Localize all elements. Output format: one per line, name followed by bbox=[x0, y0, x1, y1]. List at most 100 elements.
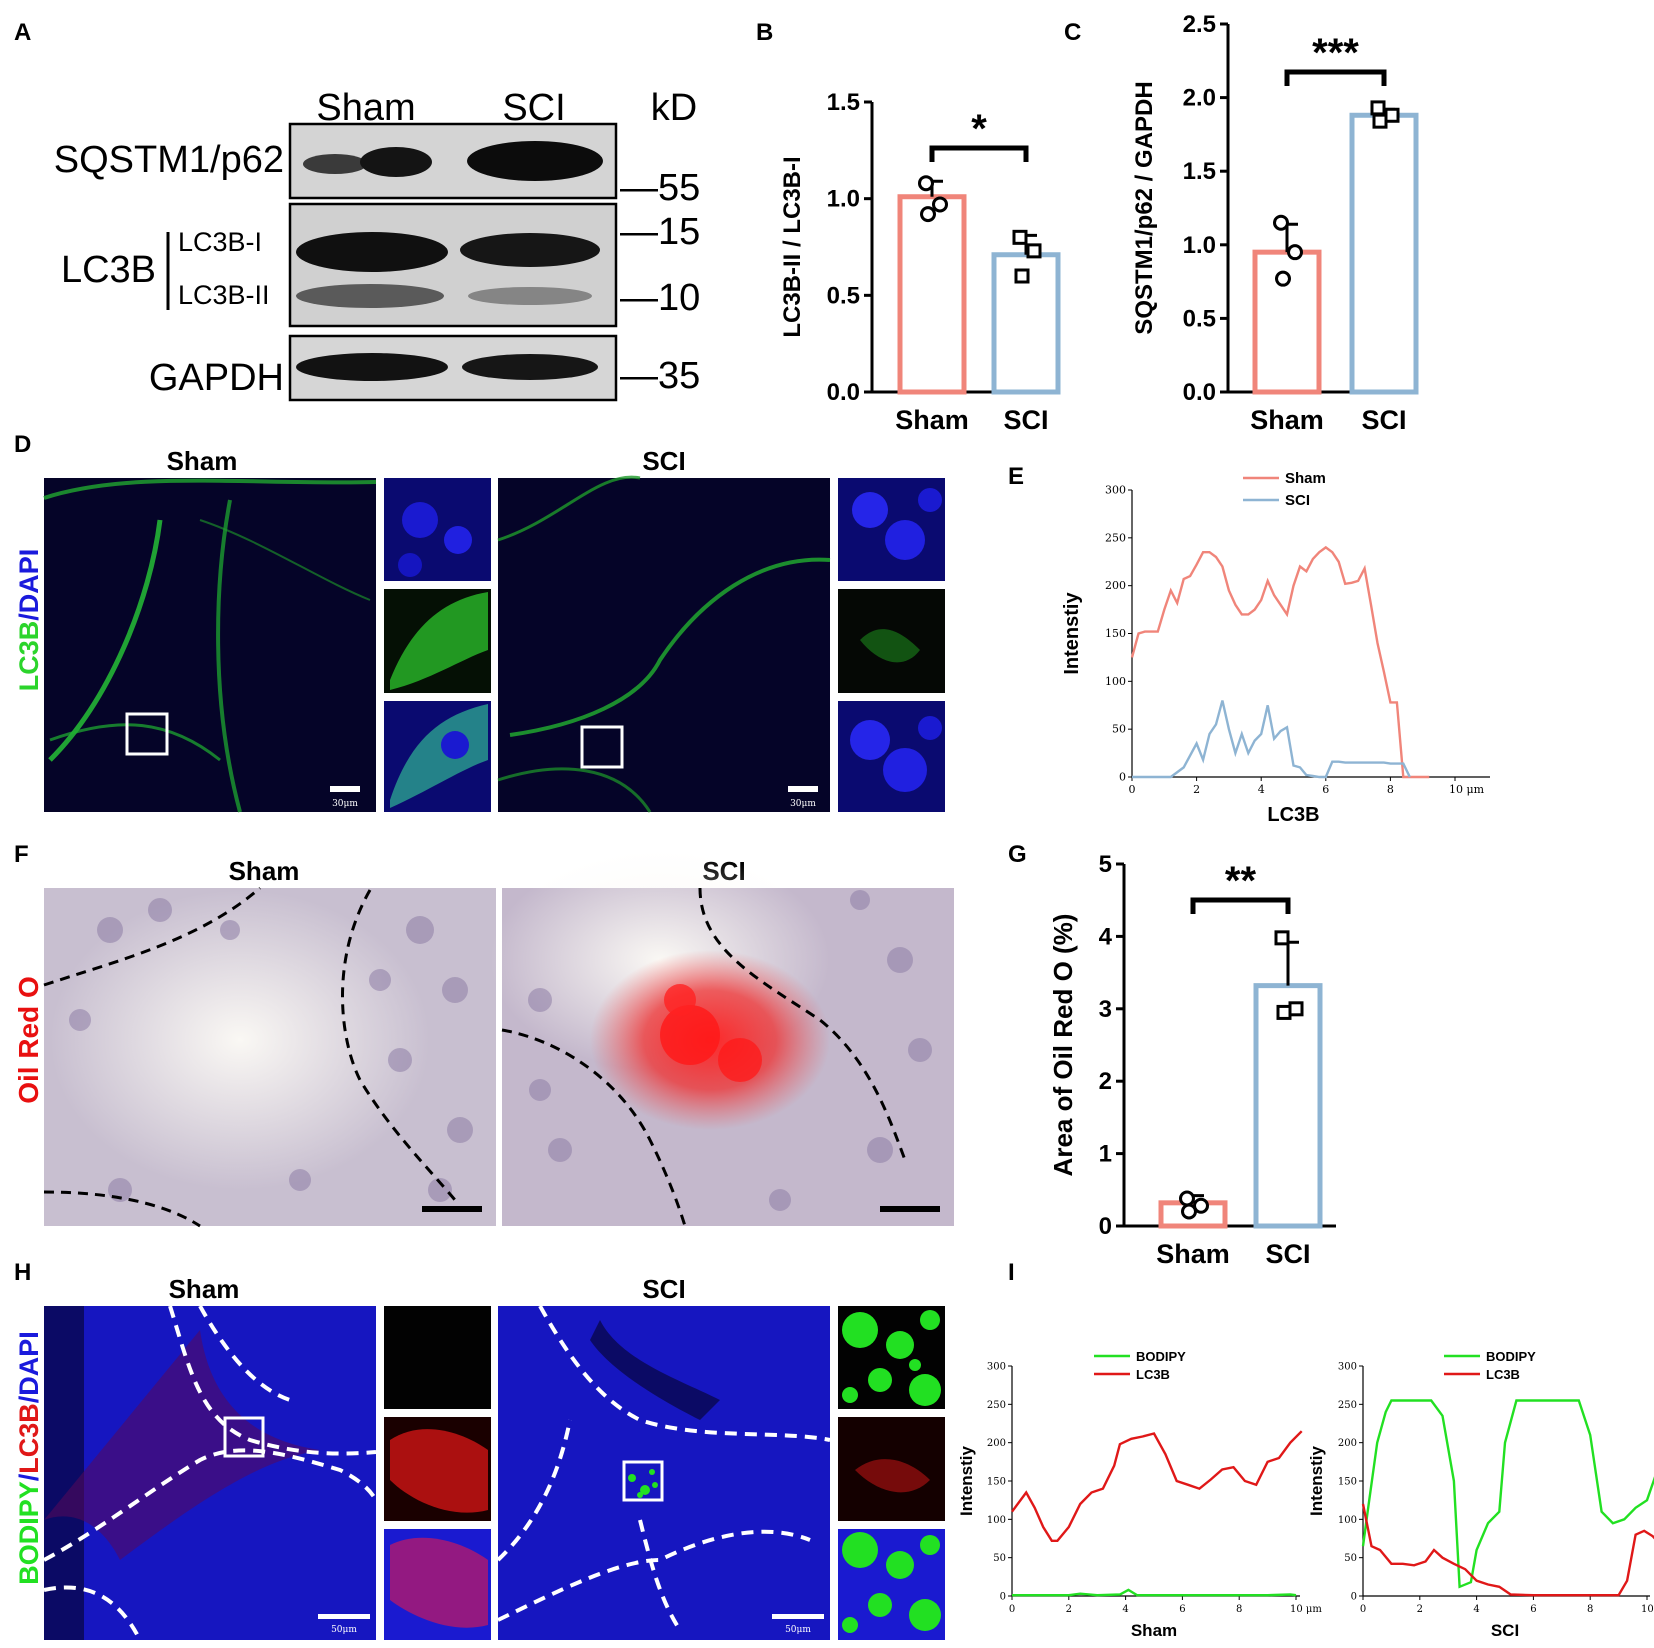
line-chart-e: 0 50 100 150 200 250 300 0 2 4 6 8 10 μm Sham SCI LC3B I… bbox=[1061, 470, 1490, 826]
y-axis-label: SQSTM1/p62 / GAPDH bbox=[1131, 81, 1158, 334]
y-tick-label: 100 bbox=[1105, 675, 1126, 688]
y-tick-label: 150 bbox=[1105, 627, 1126, 640]
y-tick-label: 50 bbox=[1344, 1553, 1357, 1564]
y-axis-label: Area of Oil Red O (%) bbox=[1048, 914, 1078, 1177]
y-tick-label: 1.0 bbox=[1183, 232, 1216, 259]
panel-f-images: Sham SCI Oil Red O bbox=[13, 850, 954, 1228]
data-point bbox=[1384, 107, 1400, 123]
y-tick-label: 250 bbox=[1338, 1400, 1357, 1411]
data-point bbox=[1274, 930, 1290, 946]
marker-55: —55 bbox=[620, 167, 700, 209]
y-tick-label: 0 bbox=[1000, 1592, 1006, 1603]
y-tick-label: 2 bbox=[1099, 1068, 1112, 1095]
panel-label-c: C bbox=[1064, 19, 1081, 46]
data-point bbox=[1181, 1203, 1197, 1220]
panel-labels: A B C D E F G H I bbox=[14, 19, 1081, 1286]
y-tick-label: 200 bbox=[987, 1438, 1006, 1449]
y-tick-label: 0.0 bbox=[1183, 379, 1216, 406]
band bbox=[462, 354, 598, 380]
scalebar-label: 50μm bbox=[331, 1625, 357, 1635]
x-tick-label: 2 bbox=[1066, 1604, 1072, 1615]
bar-sham bbox=[897, 194, 967, 395]
significance-stars: ** bbox=[1225, 859, 1257, 903]
panel-label-h: H bbox=[14, 1259, 31, 1286]
legend-label: BODIPY bbox=[1486, 1349, 1536, 1364]
x-tick-label: 4 bbox=[1122, 1604, 1128, 1615]
insets-d-sci bbox=[838, 478, 945, 812]
y-tick-label: 250 bbox=[1105, 531, 1126, 544]
data-point bbox=[1370, 100, 1386, 116]
stain-lc3b-text: LC3B bbox=[14, 1403, 44, 1474]
data-point bbox=[1275, 270, 1291, 287]
y-axis-label: Intenstiy bbox=[1307, 1446, 1326, 1516]
panel-label-e: E bbox=[1008, 463, 1024, 490]
blot-group-sci: SCI bbox=[502, 87, 565, 129]
blot-group-sham: Sham bbox=[316, 87, 415, 129]
data-point bbox=[1288, 1001, 1304, 1017]
significance-bracket bbox=[929, 145, 1029, 162]
panel-h-group-sci: SCI bbox=[642, 1274, 685, 1304]
y-tick-label: 0 bbox=[1099, 1213, 1112, 1240]
x-unit-label: 10 μm bbox=[1641, 1604, 1654, 1615]
stain-dapi-text: DAPI bbox=[14, 549, 44, 614]
panel-label-d: D bbox=[14, 431, 31, 458]
scalebar-label: 30μm bbox=[332, 799, 358, 809]
image-f-sci bbox=[490, 850, 954, 1227]
y-tick-label: 300 bbox=[987, 1362, 1006, 1373]
data-point bbox=[920, 206, 936, 223]
y-axis-label: LC3B-II / LC3B-I bbox=[779, 156, 806, 337]
line-chart-i-sham: 0 50 100 150 200 250 300 0 2 4 6 8 10 μm BODIPY LC3B Sh… bbox=[957, 1349, 1322, 1640]
scalebar-label: 50μm bbox=[785, 1625, 811, 1635]
x-axis-label: Sham bbox=[1131, 1621, 1177, 1640]
panel-label-b: B bbox=[756, 19, 773, 46]
series-line-lc3b bbox=[1361, 1503, 1654, 1597]
stain-sep: / bbox=[14, 1473, 44, 1481]
y-tick-label: 300 bbox=[1105, 484, 1126, 497]
band bbox=[296, 232, 448, 272]
marker-15: —15 bbox=[620, 211, 700, 253]
image-f-sham bbox=[43, 886, 496, 1228]
y-tick-label: 5 bbox=[1099, 851, 1112, 878]
series-line-sci bbox=[1132, 700, 1411, 779]
bar-sci bbox=[1349, 112, 1419, 395]
panel-h-group-sham: Sham bbox=[169, 1274, 240, 1304]
x-category-label: SCI bbox=[1265, 1239, 1310, 1269]
image-d-sci: 30μm bbox=[497, 475, 831, 813]
scalebar-label: 30μm bbox=[790, 799, 816, 809]
stain-bodipy-text: BODIPY bbox=[14, 1481, 44, 1585]
legend-label: LC3B bbox=[1136, 1367, 1170, 1382]
panel-f-stain-label: Oil Red O bbox=[13, 976, 44, 1104]
x-axis-label: SCI bbox=[1491, 1621, 1519, 1640]
y-tick-label: 300 bbox=[1338, 1362, 1357, 1373]
image-h-sham: 50μm bbox=[43, 1305, 378, 1641]
x-category-label: Sham bbox=[1156, 1239, 1230, 1269]
panel-d-group-sci: SCI bbox=[642, 446, 685, 476]
x-tick-label: 2 bbox=[1417, 1604, 1423, 1615]
significance-bracket bbox=[1284, 69, 1387, 86]
marker-10: —10 bbox=[620, 277, 700, 319]
series-line-lc3b bbox=[1011, 1430, 1303, 1543]
y-tick-label: 0.0 bbox=[827, 379, 860, 406]
x-tick-label: 6 bbox=[1179, 1604, 1185, 1615]
insets-h-sci bbox=[838, 1306, 945, 1640]
bar-chart-b: 0.0 0.5 1.0 1.5 Sham SCI * LC3B-II / LC3B-I bbox=[779, 89, 1061, 435]
y-tick-label: 50 bbox=[1112, 723, 1126, 736]
marker-35: —35 bbox=[620, 355, 700, 397]
panel-h-images: Sham SCI BODIPY/LC3B/DAPI 50μm bbox=[14, 1274, 945, 1641]
x-tick-label: 6 bbox=[1530, 1604, 1536, 1615]
x-unit-label: 10 μm bbox=[1290, 1604, 1322, 1615]
x-tick-label: 4 bbox=[1473, 1604, 1479, 1615]
data-point bbox=[932, 196, 948, 213]
x-tick-label: 6 bbox=[1322, 783, 1329, 796]
panel-label-f: F bbox=[14, 841, 29, 868]
y-tick-label: 1.0 bbox=[827, 186, 860, 213]
data-point bbox=[1372, 113, 1388, 129]
y-tick-label: 0 bbox=[1351, 1592, 1357, 1603]
y-tick-label: 150 bbox=[987, 1477, 1006, 1488]
stain-lc3b-text: LC3B bbox=[14, 621, 44, 692]
x-axis-label: LC3B bbox=[1267, 804, 1319, 826]
legend-label: Sham bbox=[1285, 470, 1326, 487]
series-line-bodipy bbox=[1012, 1588, 1297, 1597]
band bbox=[360, 147, 432, 177]
insets-d-sham bbox=[384, 478, 491, 812]
